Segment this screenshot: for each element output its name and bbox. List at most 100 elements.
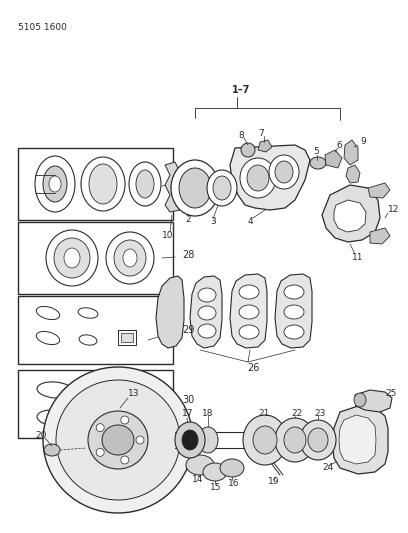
Polygon shape: [355, 390, 392, 412]
Text: 5105 1600: 5105 1600: [18, 23, 67, 33]
Ellipse shape: [300, 420, 336, 460]
Bar: [121, 333, 133, 342]
Ellipse shape: [43, 166, 67, 202]
Ellipse shape: [253, 426, 277, 454]
Ellipse shape: [36, 306, 60, 320]
Text: 18: 18: [202, 408, 213, 417]
Text: 1–7: 1–7: [232, 85, 251, 95]
Polygon shape: [230, 145, 310, 210]
Text: 4: 4: [248, 217, 254, 227]
Text: 8: 8: [238, 131, 244, 140]
Text: 15: 15: [210, 482, 222, 491]
Bar: [18, 370, 173, 438]
Text: 23: 23: [314, 408, 325, 417]
Text: 25: 25: [385, 389, 397, 398]
Polygon shape: [370, 228, 390, 244]
Ellipse shape: [89, 164, 117, 204]
Text: 5: 5: [313, 148, 319, 157]
Ellipse shape: [171, 160, 219, 216]
Ellipse shape: [275, 161, 293, 183]
Ellipse shape: [136, 436, 144, 444]
Ellipse shape: [49, 176, 61, 192]
Text: 3: 3: [210, 217, 216, 227]
Ellipse shape: [198, 306, 216, 320]
Ellipse shape: [243, 415, 287, 465]
Polygon shape: [346, 165, 360, 183]
Polygon shape: [165, 162, 180, 212]
Ellipse shape: [186, 455, 214, 475]
Polygon shape: [322, 185, 380, 242]
Text: 11: 11: [352, 254, 364, 262]
Ellipse shape: [56, 380, 180, 500]
Polygon shape: [325, 150, 342, 168]
Text: 30: 30: [182, 395, 194, 405]
Ellipse shape: [136, 170, 154, 198]
Polygon shape: [190, 276, 222, 348]
Ellipse shape: [247, 165, 269, 191]
Ellipse shape: [220, 459, 244, 477]
Ellipse shape: [44, 444, 60, 456]
Text: 9: 9: [360, 138, 366, 147]
Ellipse shape: [213, 176, 231, 200]
Ellipse shape: [179, 168, 211, 208]
Text: 20: 20: [35, 431, 47, 440]
Ellipse shape: [239, 325, 259, 339]
Ellipse shape: [43, 367, 193, 513]
Bar: [113, 409, 125, 417]
Polygon shape: [339, 415, 376, 464]
Bar: [18, 148, 173, 220]
Text: 10: 10: [162, 230, 173, 239]
Text: 24: 24: [322, 464, 333, 472]
Polygon shape: [334, 200, 366, 232]
Ellipse shape: [182, 430, 198, 450]
Ellipse shape: [275, 418, 315, 462]
Ellipse shape: [284, 305, 304, 319]
Ellipse shape: [308, 428, 328, 452]
Ellipse shape: [198, 288, 216, 302]
Ellipse shape: [54, 238, 90, 278]
Text: 7: 7: [258, 128, 264, 138]
Ellipse shape: [354, 393, 366, 407]
Ellipse shape: [64, 248, 80, 268]
Text: 28: 28: [182, 250, 194, 260]
Text: 21: 21: [258, 408, 269, 417]
Ellipse shape: [198, 427, 218, 453]
Ellipse shape: [106, 232, 154, 284]
Text: 12: 12: [388, 206, 399, 214]
Ellipse shape: [284, 427, 306, 453]
Ellipse shape: [36, 332, 60, 344]
Polygon shape: [332, 406, 388, 474]
Ellipse shape: [121, 456, 129, 464]
Ellipse shape: [37, 410, 73, 426]
Ellipse shape: [78, 308, 98, 318]
Ellipse shape: [240, 158, 276, 198]
Text: 17: 17: [182, 408, 193, 417]
Bar: [18, 222, 173, 294]
Bar: [110, 406, 128, 420]
Polygon shape: [230, 274, 267, 348]
Text: 22: 22: [291, 408, 302, 417]
Text: 2: 2: [185, 215, 191, 224]
Ellipse shape: [241, 143, 255, 157]
Polygon shape: [275, 274, 312, 348]
Polygon shape: [156, 276, 184, 348]
Text: 14: 14: [192, 475, 203, 484]
Text: 26: 26: [247, 363, 259, 373]
Ellipse shape: [81, 157, 125, 211]
Ellipse shape: [123, 249, 137, 267]
Ellipse shape: [239, 305, 259, 319]
Ellipse shape: [88, 411, 148, 469]
Text: 13: 13: [128, 390, 140, 399]
Text: 16: 16: [228, 479, 239, 488]
Ellipse shape: [284, 285, 304, 299]
Ellipse shape: [35, 156, 75, 212]
Bar: [118, 330, 136, 345]
Ellipse shape: [239, 285, 259, 299]
Bar: [18, 296, 173, 364]
Ellipse shape: [284, 325, 304, 339]
Text: 27: 27: [182, 176, 195, 186]
Ellipse shape: [121, 416, 129, 424]
Ellipse shape: [203, 463, 227, 481]
Ellipse shape: [102, 425, 134, 455]
Ellipse shape: [114, 240, 146, 276]
